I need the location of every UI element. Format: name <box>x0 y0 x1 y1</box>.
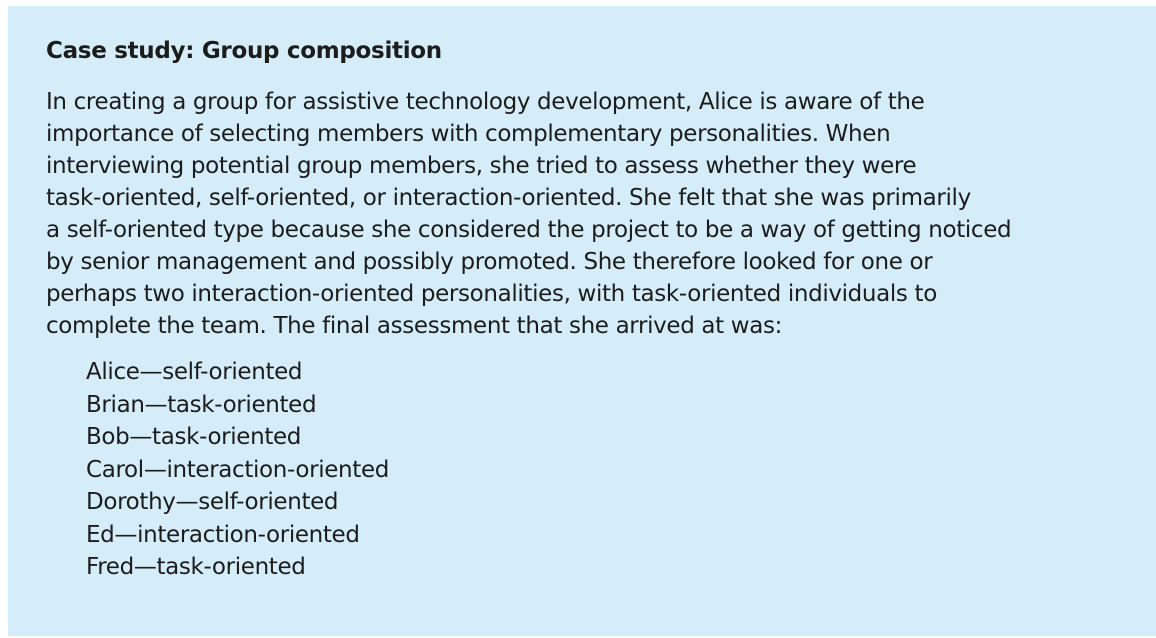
paragraph-line: a self-oriented type because she conside… <box>46 217 1012 243</box>
list-item: Ed—interaction-oriented <box>86 521 360 548</box>
list-item: Carol—interaction-oriented <box>86 456 389 483</box>
paragraph-line: by senior management and possibly promot… <box>46 249 933 275</box>
list-item: Fred—task-oriented <box>86 554 306 580</box>
paragraph-line: In creating a group for assistive techno… <box>46 89 925 115</box>
list-item: Bob—task-oriented <box>86 424 302 450</box>
paragraph-line: interviewing potential group members, sh… <box>46 153 917 179</box>
list-item: Brian—task-oriented <box>86 391 317 418</box>
case-study-box: Case study: Group composition In creatin… <box>8 6 1156 636</box>
paragraph-line: importance of selecting members with com… <box>46 121 891 147</box>
paragraph-line: perhaps two interaction-oriented persona… <box>46 281 937 307</box>
case-study-paragraph: In creating a group for assistive techno… <box>46 86 1136 342</box>
paragraph-line: task-oriented, self-oriented, or interac… <box>46 185 971 211</box>
case-study-title: Case study: Group composition <box>46 38 442 64</box>
list-item: Alice—self-oriented <box>86 359 303 385</box>
list-item: Dorothy—self-oriented <box>86 489 339 515</box>
paragraph-line: complete the team. The final assessment … <box>46 313 783 339</box>
member-assessment-list: Alice—self-oriented Brian—task-oriented … <box>86 356 1136 584</box>
